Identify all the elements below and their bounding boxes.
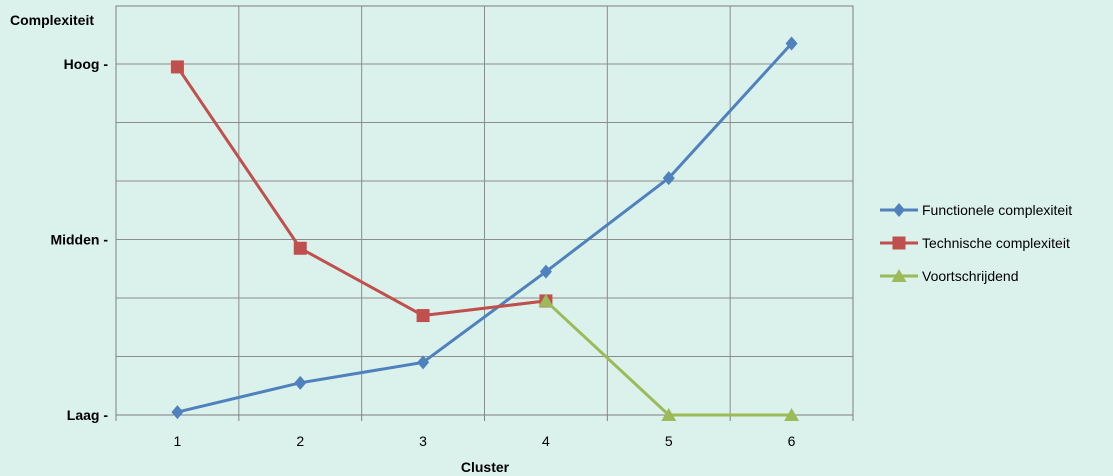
x-tick-label: 5: [665, 433, 673, 449]
data-point: [539, 264, 552, 279]
x-tick-label: 6: [788, 433, 796, 449]
series-layer: [170, 36, 800, 421]
data-point: [417, 355, 430, 370]
legend-label: Functionele complexiteit: [922, 202, 1072, 218]
legend-marker: [891, 269, 907, 282]
data-point: [785, 36, 798, 51]
series-line: [176, 66, 547, 318]
y-axis-title: Complexiteit: [10, 12, 94, 28]
x-tick-label: 2: [296, 433, 304, 449]
series-line: [177, 42, 793, 414]
legend-item: Technische complexiteit: [880, 235, 1070, 251]
legend-item: Functionele complexiteit: [880, 202, 1072, 218]
series-1: [171, 36, 798, 420]
data-point: [170, 60, 184, 74]
data-point: [538, 293, 554, 307]
axis-ticks: 1 2 3 4 5 6 Laag - Midden - Hoog -: [50, 56, 854, 449]
data-point: [416, 309, 430, 323]
series-line: [544, 299, 792, 417]
data-point: [171, 405, 184, 420]
y-tick-label: Hoog -: [64, 56, 109, 72]
legend-item: Voortschrijdend: [880, 268, 1019, 284]
x-tick-label: 3: [419, 433, 427, 449]
y-tick-label: Midden -: [50, 232, 108, 248]
data-point: [662, 171, 675, 186]
x-tick-label: 4: [542, 433, 550, 449]
grid: [116, 6, 853, 415]
legend: Functionele complexiteit Technische compl…: [880, 202, 1072, 284]
x-axis-title: Cluster: [461, 459, 510, 475]
data-point: [294, 375, 307, 390]
legend-marker: [893, 203, 905, 217]
data-point: [661, 408, 677, 421]
legend-label: Voortschrijdend: [922, 268, 1019, 284]
legend-marker: [892, 236, 906, 250]
data-point: [293, 241, 307, 255]
data-point: [784, 408, 800, 421]
y-tick-label: Laag -: [67, 407, 109, 423]
x-tick-label: 1: [174, 433, 182, 449]
legend-label: Technische complexiteit: [922, 235, 1070, 251]
series-3: [538, 293, 800, 421]
